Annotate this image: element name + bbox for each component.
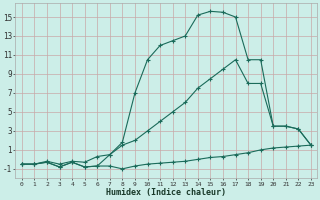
X-axis label: Humidex (Indice chaleur): Humidex (Indice chaleur): [106, 188, 226, 197]
